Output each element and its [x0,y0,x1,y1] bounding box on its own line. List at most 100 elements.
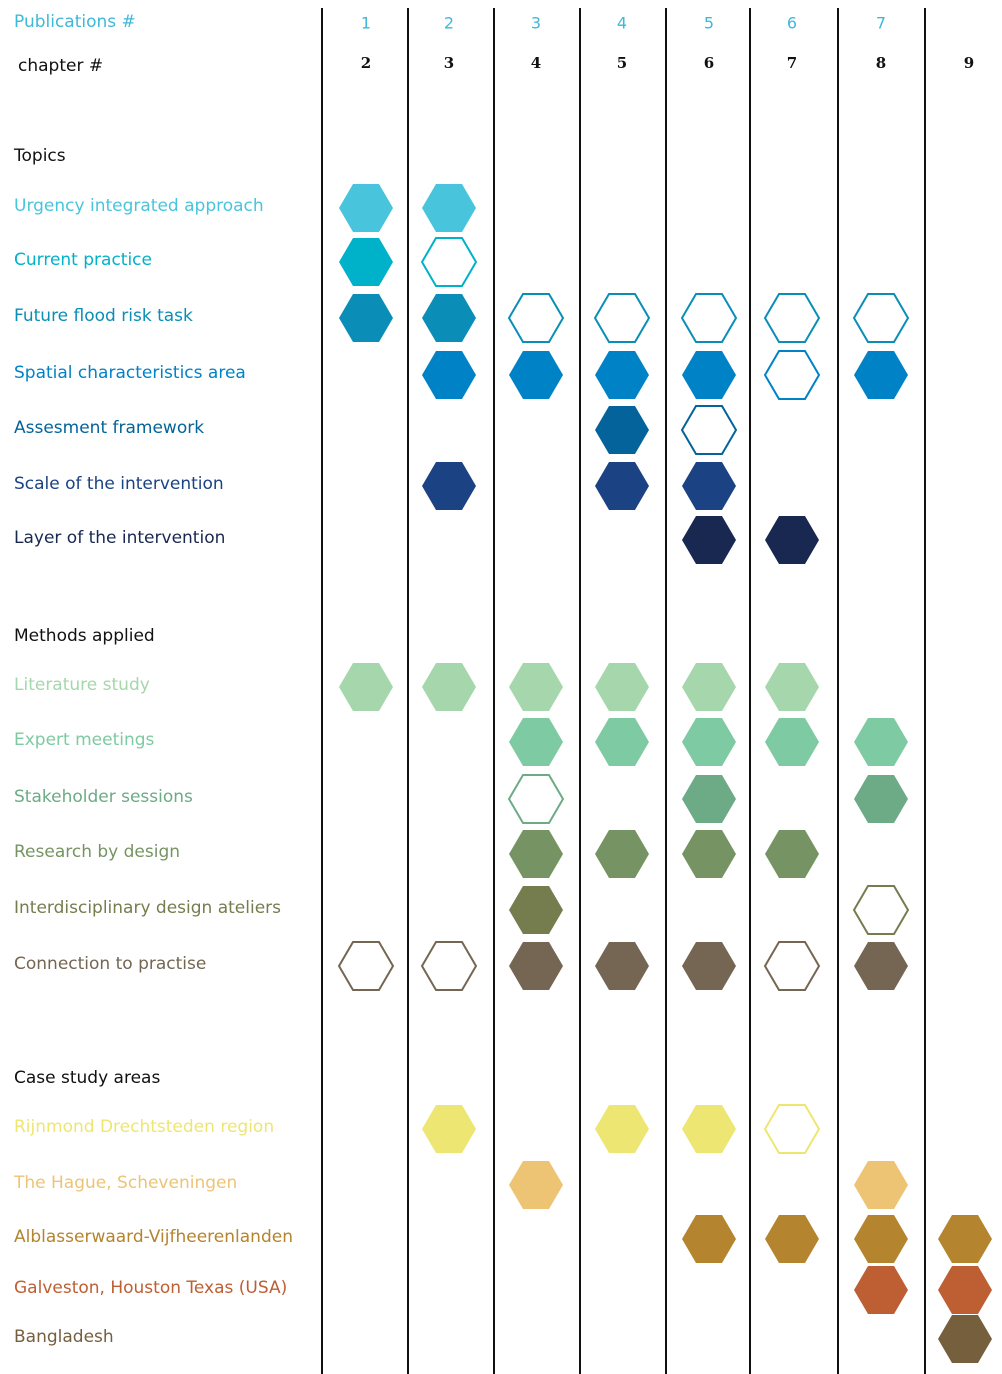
hexagon-filled [595,663,649,711]
row-label: The Hague, Scheveningen [13,1173,237,1193]
hexagon-filled [854,351,908,399]
chapter-number: 7 [787,54,797,72]
hexagon-outline [852,293,910,343]
hexagon-filled [509,663,563,711]
hexagon-filled [938,1266,992,1314]
hexagon-filled [595,942,649,990]
hexagon-filled [682,830,736,878]
chapter-number: 9 [964,54,974,72]
hexagon-filled [765,830,819,878]
hexagon-filled [682,1105,736,1153]
hexagon-filled [509,718,563,766]
hexagon-filled [422,351,476,399]
hexagon-filled [854,1215,908,1263]
row-label: Scale of the intervention [14,474,224,494]
publication-number: 1 [361,14,371,33]
section-title: Case study areas [14,1068,160,1088]
row-label: Future flood risk task [14,306,193,326]
chapter-number: 4 [531,54,541,72]
hexagon-filled [854,718,908,766]
hexagon-filled [509,351,563,399]
hexagon-outline [763,941,821,991]
row-label: Alblasserwaard-Vijfheerenlanden [14,1227,293,1247]
row-label: Expert meetings [14,730,155,750]
row-label: Current practice [14,250,152,270]
hexagon-filled [595,830,649,878]
hexagon-filled [682,516,736,564]
hexagon-filled [422,462,476,510]
hexagon-filled [339,238,393,286]
hexagon-filled [595,462,649,510]
publication-number: 6 [787,14,797,33]
row-label: Research by design [14,842,180,862]
hexagon-filled [509,830,563,878]
hexagon-filled [509,1161,563,1209]
hexagon-filled [595,351,649,399]
hexagon-filled [682,775,736,823]
row-label: Literature study [14,675,150,695]
chapter-number: 6 [704,54,714,72]
hexagon-outline [507,293,565,343]
chapter-title: chapter # [18,56,103,76]
hexagon-outline [337,941,395,991]
hexagon-filled [938,1215,992,1263]
row-label: Bangladesh [14,1327,114,1347]
publication-number: 4 [617,14,627,33]
hexagon-outline [680,293,738,343]
hexagon-filled [339,663,393,711]
hexagon-filled [682,351,736,399]
hexagon-filled [422,294,476,342]
publication-number: 3 [531,14,541,33]
row-label: Stakeholder sessions [14,787,193,807]
hexagon-filled [509,942,563,990]
hexagon-filled [595,1105,649,1153]
hexagon-outline [420,237,478,287]
hexagon-filled [422,663,476,711]
hexagon-outline [763,293,821,343]
hexagon-filled [765,1215,819,1263]
row-label: Layer of the intervention [14,528,225,548]
row-label: Rijnmond Drechtsteden region [14,1117,274,1137]
row-label: Galveston, Houston Texas (USA) [14,1278,287,1298]
hexagon-outline [593,293,651,343]
hexagon-filled [682,462,736,510]
hexagon-filled [854,942,908,990]
hexagon-filled [938,1315,992,1363]
row-label: Interdisciplinary design ateliers [14,898,281,918]
chapter-number: 3 [444,54,454,72]
hexagon-filled [339,184,393,232]
chapter-number: 5 [617,54,627,72]
section-title: Methods applied [14,626,155,646]
hexagon-filled [854,1266,908,1314]
hexagon-filled [595,406,649,454]
hexagon-outline [680,405,738,455]
hexagon-filled [509,886,563,934]
row-label: Connection to practise [14,954,206,974]
hexagon-filled [682,663,736,711]
hexagon-outline [763,350,821,400]
hexagon-outline [507,774,565,824]
hexagon-filled [422,184,476,232]
row-label: Assesment framework [14,418,204,438]
hexagon-outline [420,941,478,991]
hexagon-filled [682,942,736,990]
hexagon-filled [682,1215,736,1263]
hexagon-filled [765,718,819,766]
hexagon-filled [854,1161,908,1209]
hexagon-outline [763,1104,821,1154]
section-title: Topics [13,146,66,166]
row-label: Urgency integrated approach [14,196,264,216]
chapter-number: 8 [876,54,886,72]
hexagon-filled [765,516,819,564]
hexagon-filled [595,718,649,766]
hexagon-outline [852,885,910,935]
hexagon-filled [854,775,908,823]
hexagon-filled [339,294,393,342]
hexagon-filled [765,663,819,711]
row-label: Spatial characteristics area [14,363,246,383]
publication-number: 2 [444,14,454,33]
hexagon-filled [422,1105,476,1153]
chapter-number: 2 [361,54,371,72]
hexagon-filled [682,718,736,766]
